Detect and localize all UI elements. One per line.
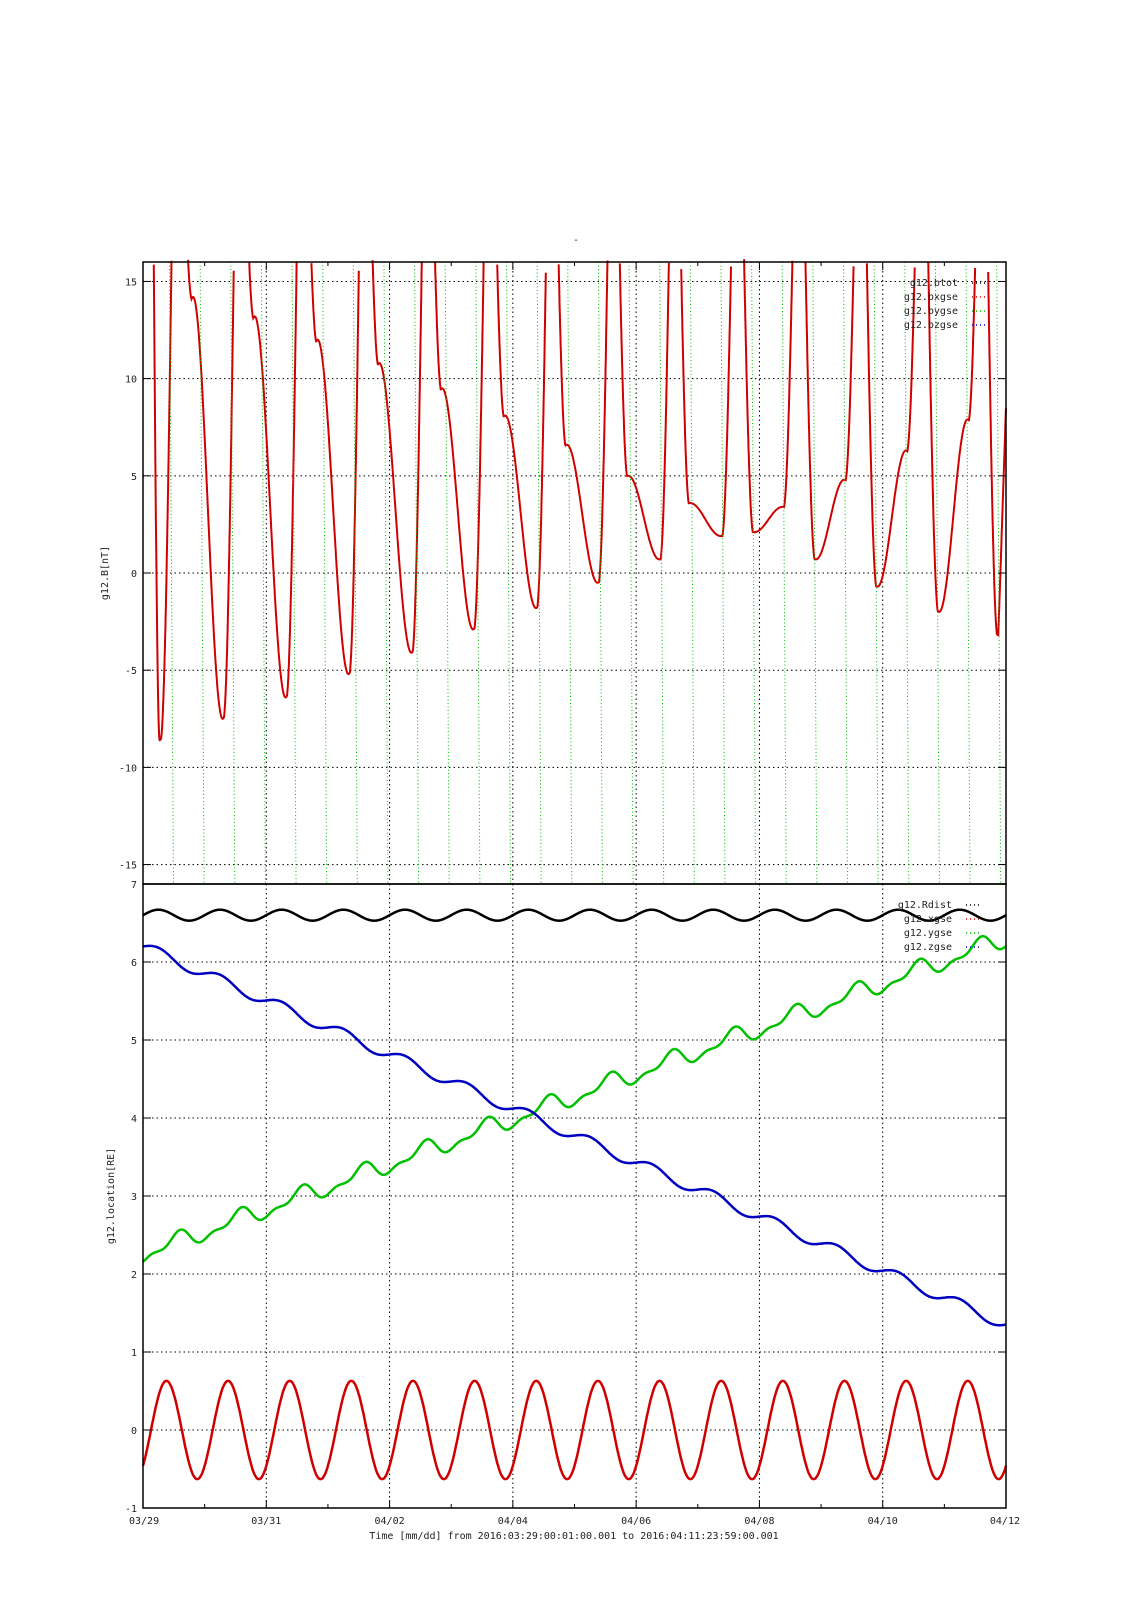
series-bygse-trace <box>965 261 971 885</box>
series-bygse-trace <box>567 261 573 885</box>
y-tick-label: 6 <box>131 958 137 969</box>
panel1-legend: g12.btot g12.bxgse g12.bygse g12.bzgse <box>904 278 986 331</box>
x-tick-label: 04/08 <box>744 1516 774 1527</box>
series-bygse-trace <box>812 261 818 885</box>
series-g12-xgse-line <box>141 1379 1008 1481</box>
panel2-ylabel: g12.location[RE] <box>106 1148 117 1244</box>
x-tick-label: 03/29 <box>129 1516 159 1527</box>
series-bygse-trace <box>536 261 542 885</box>
panel2-series <box>141 908 1008 1481</box>
x-tick-label: 04/12 <box>990 1516 1020 1527</box>
y-tick-label: 0 <box>131 1426 137 1437</box>
series-bxgse-line <box>152 259 1007 742</box>
legend-g12-Rdist: g12.Rdist <box>898 900 952 911</box>
y-tick-label: -5 <box>125 666 137 677</box>
y-tick-label: 4 <box>131 1114 137 1125</box>
series-bygse-trace <box>720 261 726 885</box>
x-tick-label: 04/10 <box>868 1516 898 1527</box>
series-bygse-trace <box>199 261 205 885</box>
legend-g12-ygse: g12.ygse <box>904 928 952 939</box>
series-bygse-trace <box>628 261 634 885</box>
x-tick-label: 04/02 <box>375 1516 405 1527</box>
panel2-ticks: -1 0 1 2 3 4 5 6 7 <box>125 880 1006 1515</box>
series-bygse-trace <box>843 261 849 885</box>
y-tick-label: 15 <box>125 277 137 288</box>
series-bygse-trace <box>904 261 910 885</box>
series-bygse-trace <box>291 261 297 885</box>
panel1-ticks: -15 -10 -5 0 5 10 15 <box>119 277 1006 872</box>
series-bygse-trace <box>322 261 328 885</box>
legend-g12-xgse: g12.xgse <box>904 914 952 925</box>
panel1-series <box>152 259 1007 885</box>
series-bygse-trace <box>751 261 757 885</box>
series-g12-ygse-line <box>142 934 1007 1263</box>
x-tick-label: 04/06 <box>621 1516 651 1527</box>
legend-g12-bxgse: g12.bxgse <box>904 292 958 303</box>
y-tick-label: -15 <box>119 861 137 872</box>
series-bygse-trace <box>352 261 358 885</box>
series-bygse-trace <box>444 261 450 885</box>
x-tick-label: 03/31 <box>251 1516 281 1527</box>
series-bygse-trace <box>934 261 940 885</box>
series-bygse-trace <box>996 261 1002 885</box>
panel1-grid <box>143 262 1006 884</box>
legend-g12-bzgse: g12.bzgse <box>904 320 958 331</box>
y-tick-label: -1 <box>125 1504 137 1515</box>
y-tick-label: 3 <box>131 1192 137 1203</box>
series-g12-zgse-line <box>142 944 1007 1327</box>
series-bygse-trace <box>475 261 481 885</box>
y-tick-label: 1 <box>131 1348 137 1359</box>
series-bygse-trace <box>873 261 879 885</box>
y-tick-label: 0 <box>131 569 137 580</box>
panel1-ylabel: g12.B[nT] <box>100 546 111 600</box>
series-bygse-trace <box>506 261 512 885</box>
series-g12-Rdist-line <box>142 908 1007 922</box>
series-bygse-trace <box>689 261 695 885</box>
y-tick-label: 5 <box>131 1036 137 1047</box>
series-bygse-trace <box>383 261 389 885</box>
series-bygse-trace <box>597 261 603 885</box>
y-tick-label: 2 <box>131 1270 137 1281</box>
legend-g12-btot: g12.btot <box>910 278 958 289</box>
series-bygse-trace <box>169 261 175 885</box>
x-tick-label: 04/04 <box>498 1516 528 1527</box>
series-bygse-trace <box>414 261 420 885</box>
series-bygse-trace <box>230 261 236 885</box>
y-tick-label: -10 <box>119 763 137 774</box>
y-tick-label: 5 <box>131 472 137 483</box>
y-tick-label: 10 <box>125 375 137 386</box>
x-axis-label: Time [mm/dd] from 2016:03:29:00:01:00.00… <box>369 1531 778 1542</box>
chart-title: - <box>573 235 579 246</box>
panel-magnetic-field: -15 -10 -5 0 5 10 15 g12.btot g12.bxgse g12.bygs… <box>100 259 1007 885</box>
x-axis-ticks: 03/29 03/31 04/02 04/04 04/06 04/08 04/10 04/12 <box>129 262 1020 1527</box>
series-bygse-trace <box>781 261 787 885</box>
series-bygse-trace <box>659 261 665 885</box>
y-tick-label: 7 <box>131 880 137 891</box>
panel2-legend: g12.Rdist g12.xgse g12.ygse g12.zgse <box>898 900 980 953</box>
legend-g12-zgse: g12.zgse <box>904 942 952 953</box>
panel2-grid <box>143 884 1006 1508</box>
series-bygse-trace <box>260 261 266 885</box>
legend-g12-bygse: g12.bygse <box>904 306 958 317</box>
